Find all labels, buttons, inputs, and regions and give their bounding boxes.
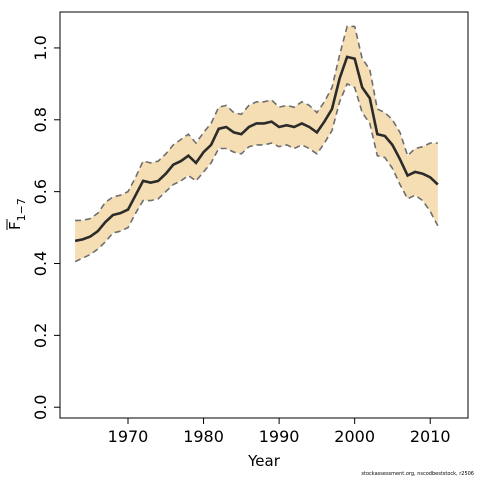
y-axis-title-main: F <box>6 221 24 230</box>
plot-frame <box>59 11 469 419</box>
x-tick-label: 2010 <box>410 427 451 446</box>
x-tick-label: 1990 <box>259 427 300 446</box>
confidence-band <box>75 26 438 262</box>
y-tick-label: 0.2 <box>31 323 50 348</box>
y-tick-label: 0.6 <box>31 179 50 204</box>
footer-credit: stockassessment.org, nscodbeststock, r25… <box>361 471 474 477</box>
upper-bound-line <box>75 25 438 222</box>
y-tick-label: 0.0 <box>31 394 50 419</box>
y-axis-title-subscript: 1−7 <box>15 198 28 221</box>
plot-layer <box>74 25 439 263</box>
x-axis: 1970 1980 1990 2000 2010 <box>108 418 451 446</box>
estimate-line <box>74 55 439 243</box>
y-axis: 0.0 0.2 0.4 0.6 0.8 1.0 <box>31 35 60 420</box>
y-tick-label: 1.0 <box>31 35 50 60</box>
x-axis-title: Year <box>247 452 281 470</box>
lower-bound-line <box>74 82 439 263</box>
x-tick-label: 1970 <box>108 427 149 446</box>
y-tick-label: 0.4 <box>31 251 50 276</box>
x-tick-label: 2000 <box>334 427 375 446</box>
y-axis-title: F1−7 <box>6 198 28 230</box>
svg-text:F1−7: F1−7 <box>6 198 28 230</box>
y-tick-label: 0.8 <box>31 107 50 132</box>
x-tick-label: 1980 <box>183 427 224 446</box>
